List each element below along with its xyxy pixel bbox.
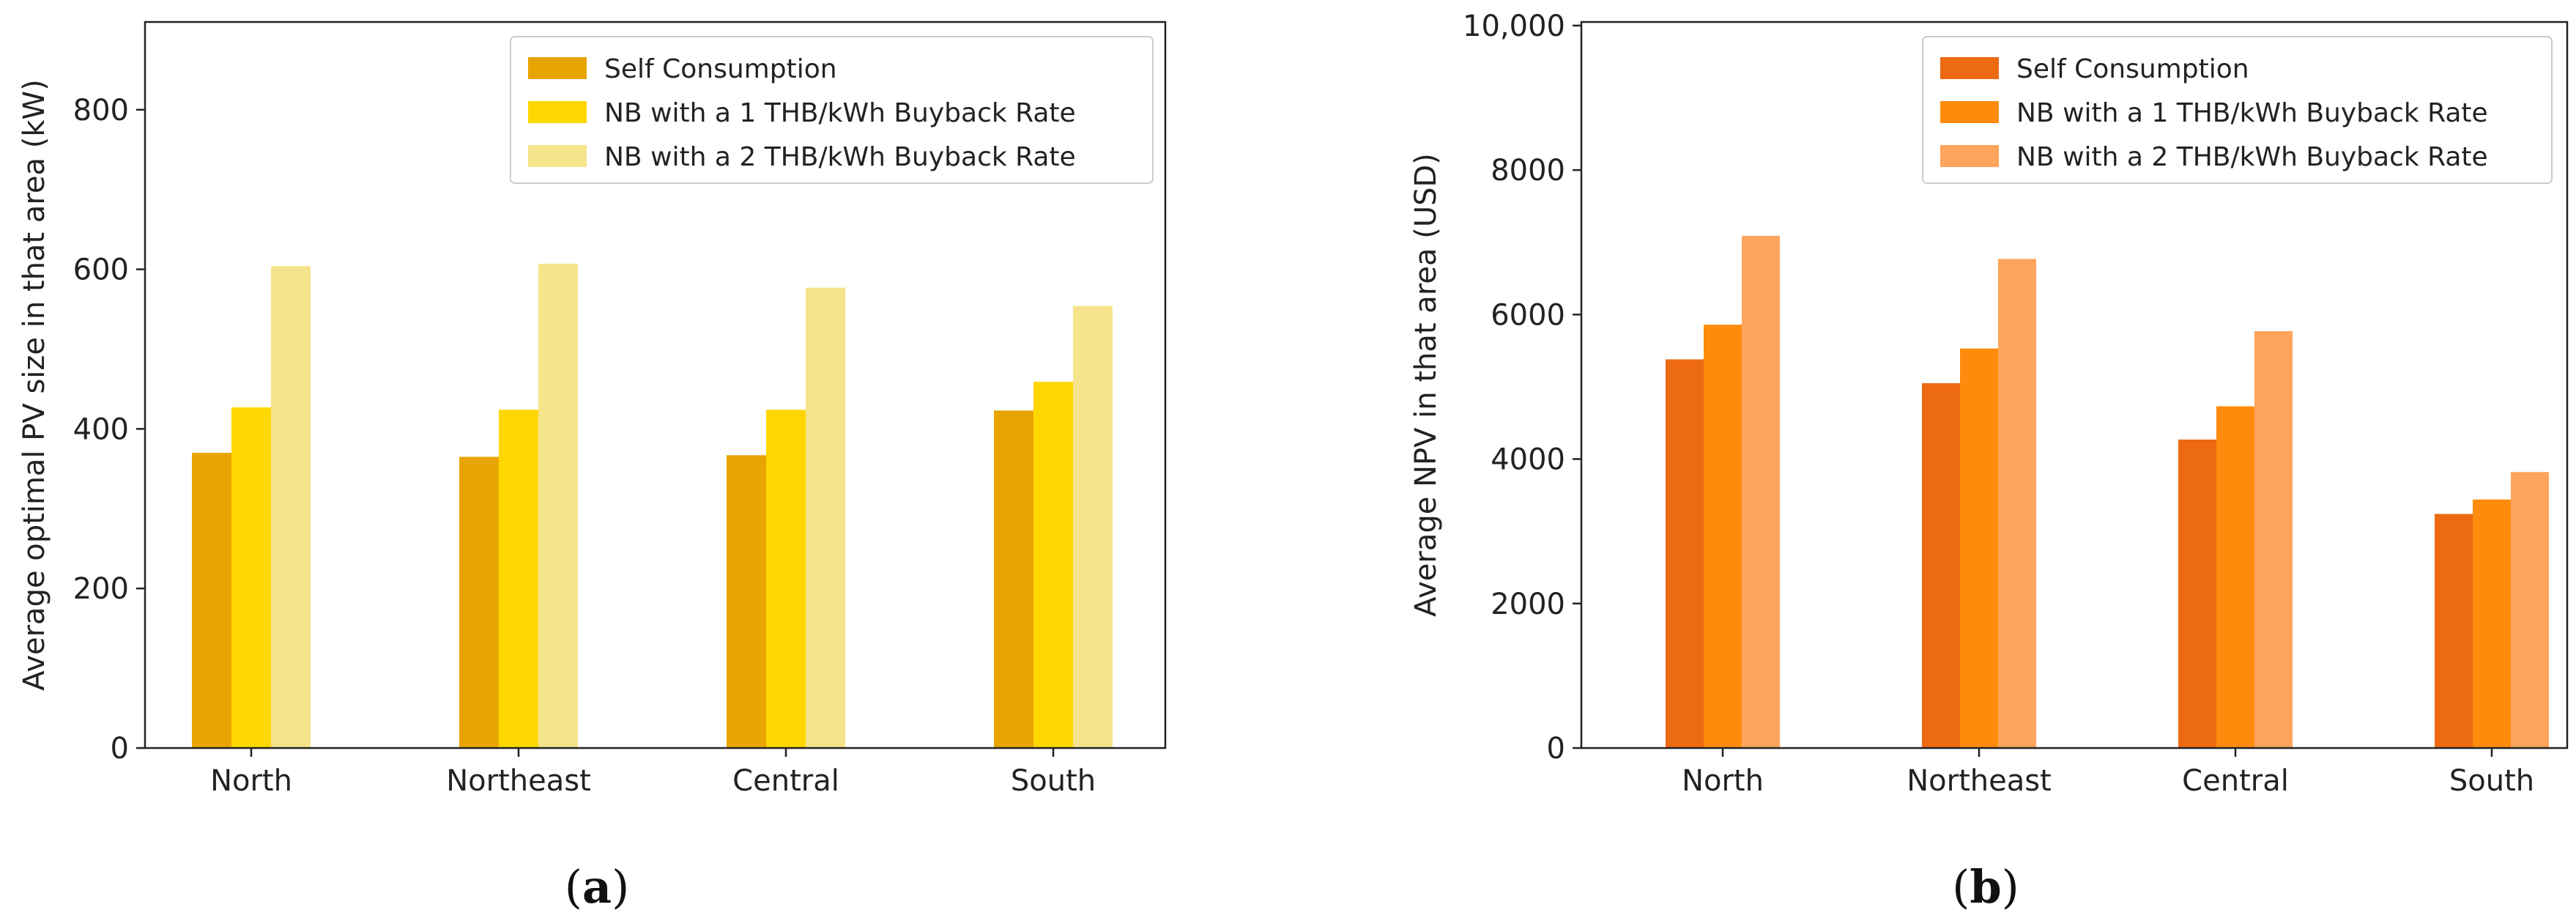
legend-label-a-3: NB with a 2 THB/kWh Buyback Rate <box>604 142 1076 172</box>
legend-swatch-b-3 <box>1940 145 1999 167</box>
bar-a-north-series-2 <box>231 407 271 748</box>
x-tick-label-a-central: Central <box>732 764 839 798</box>
legend-label-a-1: Self Consumption <box>604 54 837 84</box>
panel-label-a: (a) <box>565 860 630 914</box>
bar-b-south-series-1 <box>2435 514 2473 748</box>
bar-a-south-series-3 <box>1073 306 1113 748</box>
y-tick-label-a-3: 600 <box>73 253 129 287</box>
bar-a-central-series-2 <box>766 410 806 748</box>
bar-a-north-series-1 <box>192 453 231 748</box>
bar-a-northeast-series-1 <box>459 456 499 748</box>
y-tick-label-a-4: 800 <box>73 94 129 127</box>
legend-label-b-3: NB with a 2 THB/kWh Buyback Rate <box>2016 142 2488 172</box>
y-tick-label-b-4: 8000 <box>1491 154 1565 188</box>
legend-swatch-b-1 <box>1940 57 1999 79</box>
x-tick-label-b-south: South <box>2449 764 2534 798</box>
y-tick-label-a-0: 0 <box>111 732 129 766</box>
bar-b-northeast-series-1 <box>1922 383 1960 748</box>
y-tick-label-b-0: 0 <box>1547 732 1565 766</box>
bar-b-north-series-2 <box>1704 325 1742 748</box>
y-tick-label-b-5: 10,000 <box>1463 10 1565 43</box>
legend-swatch-a-2 <box>528 101 587 123</box>
legend-a: Self Consumption NB with a 1 THB/kWh Buyb… <box>510 36 1154 184</box>
y-tick-label-a-1: 200 <box>73 572 129 606</box>
legend-swatch-a-1 <box>528 57 587 79</box>
bar-b-northeast-series-3 <box>1998 259 2036 748</box>
bar-a-north-series-3 <box>271 266 311 748</box>
x-tick-label-b-northeast: Northeast <box>1907 764 2052 798</box>
bar-b-north-series-3 <box>1742 235 1780 749</box>
x-tick-label-b-central: Central <box>2182 764 2289 798</box>
bar-a-northeast-series-3 <box>538 263 578 748</box>
legend-box-a <box>510 36 1154 184</box>
legend-swatch-a-3 <box>528 145 587 167</box>
x-tick-label-b-north: North <box>1682 764 1764 798</box>
legend-label-b-1: Self Consumption <box>2016 54 2249 84</box>
bar-a-central-series-3 <box>806 287 845 749</box>
bar-b-south-series-2 <box>2473 499 2511 748</box>
legend-b: Self Consumption NB with a 1 THB/kWh Buyb… <box>1922 36 2553 184</box>
panel-label-b: (b) <box>1952 860 2019 914</box>
bar-b-central-series-3 <box>2254 331 2293 748</box>
bar-b-northeast-series-2 <box>1960 348 1998 748</box>
x-tick-label-a-northeast: Northeast <box>446 764 591 798</box>
x-tick-label-a-south: South <box>1011 764 1096 798</box>
legend-box-b <box>1922 36 2553 184</box>
chart-b: 0 2000 4000 6000 8000 10,000 North Northeast Cen… <box>1409 10 2569 798</box>
y-axis-label-b: Average NPV in that area (USD) <box>1409 153 1443 617</box>
x-tick-label-a-north: North <box>210 764 292 798</box>
chart-a: 0 200 400 600 800 North Northeast Central South A… <box>18 21 1167 798</box>
legend-label-a-2: NB with a 1 THB/kWh Buyback Rate <box>604 98 1076 128</box>
bar-b-north-series-1 <box>1666 359 1704 749</box>
bar-b-central-series-1 <box>2178 439 2216 748</box>
legend-label-b-2: NB with a 1 THB/kWh Buyback Rate <box>2016 98 2488 128</box>
y-tick-label-b-1: 2000 <box>1491 588 1565 621</box>
y-tick-label-b-2: 4000 <box>1491 443 1565 477</box>
bar-b-central-series-2 <box>2216 406 2254 748</box>
bar-a-northeast-series-2 <box>499 410 538 748</box>
bar-b-south-series-3 <box>2511 472 2549 748</box>
y-tick-label-a-2: 400 <box>73 412 129 446</box>
bar-a-south-series-1 <box>994 410 1033 748</box>
bar-a-central-series-1 <box>727 455 766 748</box>
y-tick-label-b-3: 6000 <box>1491 298 1565 332</box>
y-axis-label-a: Average optimal PV size in that area (kW… <box>18 79 51 690</box>
bar-a-south-series-2 <box>1033 382 1073 748</box>
plot-frame-b <box>1580 21 2569 749</box>
legend-swatch-b-2 <box>1940 101 1999 123</box>
plot-frame-a <box>144 21 1167 749</box>
